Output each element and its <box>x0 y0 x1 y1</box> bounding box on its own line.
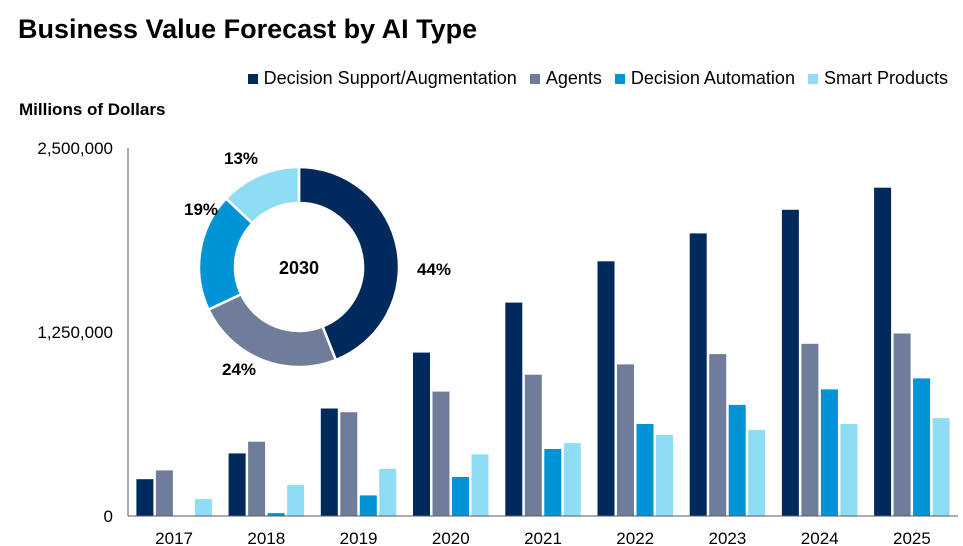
legend-item-agents: Agents <box>529 68 602 89</box>
donut-label-agents: 24% <box>222 360 256 379</box>
legend-label-agents: Agents <box>545 68 602 88</box>
donut-slice-smart-products <box>224 165 301 225</box>
bar-agents-2024 <box>801 343 819 516</box>
donut-label-smart-products: 13% <box>224 149 258 168</box>
bar-decision-support-augmentation-2021 <box>505 302 523 516</box>
legend-item-decision-support: Decision Support/Augmentation <box>247 68 517 89</box>
legend-swatch-agents <box>529 73 540 84</box>
x-tick-label-2018: 2018 <box>247 529 285 546</box>
legend-item-smart-products: Smart Products <box>807 68 948 89</box>
bar-decision-automation-2021 <box>544 449 562 516</box>
bar-agents-2020 <box>432 391 450 516</box>
bar-agents-2019 <box>340 412 358 516</box>
x-tick-label-2023: 2023 <box>708 529 746 546</box>
bar-smart-products-2021 <box>563 443 581 516</box>
axis-layer: 2017 2018 2019 2020 2021 2022 2023 2024 2025 0 1,2… <box>37 139 958 546</box>
bar-smart-products-2024 <box>840 424 858 516</box>
donut-chart: 44% 24% 19% 13% 2030 <box>184 149 451 379</box>
bar-decision-support-augmentation-2023 <box>689 233 707 516</box>
legend: Decision Support/Augmentation Agents Dec… <box>247 68 948 89</box>
bars-layer <box>136 187 950 517</box>
x-tick-label-2019: 2019 <box>340 529 378 546</box>
bar-agents-2017 <box>155 470 173 516</box>
x-tick-label-2025: 2025 <box>893 529 931 546</box>
legend-swatch-smart-products <box>807 73 818 84</box>
bar-smart-products-2019 <box>379 468 397 516</box>
legend-label-decision-automation: Decision Automation <box>630 68 795 88</box>
bar-smart-products-2020 <box>471 454 489 516</box>
bar-smart-products-2022 <box>656 435 673 516</box>
x-tick-label-2017: 2017 <box>155 529 193 546</box>
x-tick-label-2020: 2020 <box>432 529 470 546</box>
y-axis-unit-label: Millions of Dollars <box>19 100 166 119</box>
y-tick-label-0: 0 <box>104 507 113 526</box>
bar-decision-automation-2023 <box>728 404 746 516</box>
donut-label-decision-automation: 19% <box>184 200 218 219</box>
bar-decision-support-augmentation-2017 <box>136 479 154 516</box>
bar-smart-products-2023 <box>748 429 766 516</box>
y-tick-label-1: 1,250,000 <box>37 323 113 342</box>
legend-label-smart-products: Smart Products <box>823 68 948 88</box>
bar-decision-support-augmentation-2025 <box>874 187 892 516</box>
bar-decision-support-augmentation-2020 <box>413 352 430 516</box>
chart-title: Business Value Forecast by AI Type <box>18 14 478 44</box>
bar-agents-2023 <box>709 354 727 516</box>
bar-decision-support-augmentation-2019 <box>320 408 338 516</box>
bar-decision-support-augmentation-2018 <box>228 453 246 516</box>
bar-decision-automation-2020 <box>452 477 469 516</box>
bar-decision-support-augmentation-2024 <box>781 209 799 517</box>
x-tick-label-2022: 2022 <box>616 529 654 546</box>
bar-decision-automation-2025 <box>913 378 931 516</box>
bar-decision-automation-2022 <box>636 424 654 516</box>
x-tick-label-2021: 2021 <box>524 529 562 546</box>
bar-decision-automation-2018 <box>267 513 285 516</box>
legend-label-decision-support: Decision Support/Augmentation <box>263 68 517 88</box>
y-tick-label-2: 2,500,000 <box>37 139 113 158</box>
legend-item-decision-automation: Decision Automation <box>614 68 795 89</box>
bar-decision-automation-2019 <box>359 495 377 516</box>
legend-swatch-decision-support <box>247 73 258 84</box>
donut-slice-decision-support-augmentation <box>297 165 401 362</box>
donut-slice-agents <box>206 292 338 369</box>
bar-agents-2025 <box>893 333 911 516</box>
donut-label-decision-support-augmentation: 44% <box>417 260 451 279</box>
bar-decision-automation-2024 <box>820 389 838 516</box>
legend-swatch-decision-automation <box>614 73 625 84</box>
bar-agents-2018 <box>248 441 266 516</box>
bar-agents-2021 <box>524 374 542 516</box>
bar-decision-support-augmentation-2022 <box>597 261 615 516</box>
bar-smart-products-2025 <box>932 418 950 516</box>
bar-agents-2022 <box>617 364 634 516</box>
x-tick-label-2024: 2024 <box>801 529 839 546</box>
donut-center-label: 2030 <box>279 258 319 278</box>
bar-smart-products-2017 <box>194 499 212 516</box>
bar-smart-products-2018 <box>287 485 305 516</box>
